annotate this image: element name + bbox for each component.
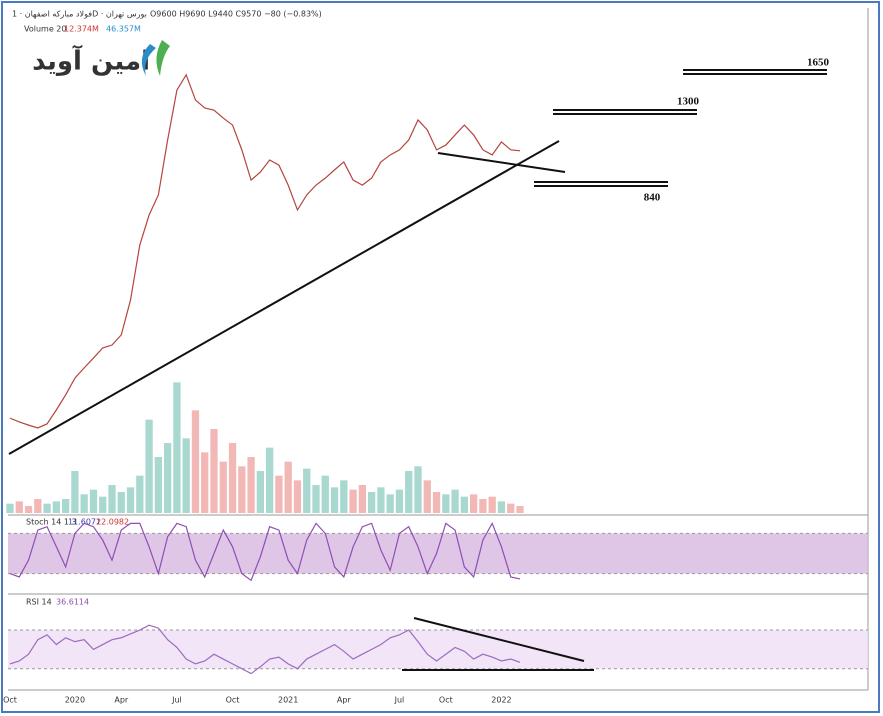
volume-bar <box>432 492 441 513</box>
volume-bar <box>340 480 348 513</box>
volume-bar <box>238 466 246 513</box>
x-tick-label: Apr <box>337 696 352 705</box>
volume-bar <box>312 485 320 513</box>
volume-average: 46.357M <box>106 25 141 34</box>
volume-bar <box>469 494 478 513</box>
volume-bar <box>423 480 431 513</box>
volume-bar <box>61 499 70 513</box>
volume-bar <box>442 494 450 513</box>
series-line <box>9 624 521 675</box>
ohlc: O9600 H9690 L9440 C9570 −80 (−0.83%) <box>150 10 322 19</box>
x-tick-label: 2022 <box>491 696 511 705</box>
volume-bar <box>117 492 125 513</box>
volume-bar <box>163 443 172 513</box>
volume-bar <box>303 468 311 513</box>
x-tick-label: Oct <box>439 696 453 705</box>
volume-bar <box>451 489 459 513</box>
volume-bar <box>284 461 292 513</box>
volume-bar <box>386 494 394 513</box>
band <box>8 630 868 669</box>
volume-bar <box>126 487 135 513</box>
x-tick-label: Oct <box>3 696 17 705</box>
volume-bar <box>145 419 153 513</box>
volume-title: Volume 20 <box>24 25 66 34</box>
level-label: 1300 <box>677 96 700 108</box>
volume-bar <box>377 487 385 513</box>
volume-value: 12.374M <box>64 25 99 34</box>
x-tick-label: Jul <box>171 696 182 705</box>
rsi-title: RSI 14 <box>26 598 52 607</box>
volume-bar <box>256 471 265 513</box>
x-tick-label: 2021 <box>278 696 298 705</box>
volume-bar <box>24 506 33 513</box>
volume-bar <box>395 489 404 513</box>
volume-bar <box>405 471 413 513</box>
stoch-title: Stoch 14 1 3 <box>26 518 77 527</box>
volume-bar <box>15 501 23 513</box>
volume-bar <box>516 506 524 513</box>
volume-bar <box>265 447 274 513</box>
volume-bar <box>108 485 116 513</box>
volume-bar <box>154 457 163 513</box>
volume-bar <box>80 494 88 513</box>
level-label: 1650 <box>807 57 830 69</box>
volume-bar <box>43 503 51 513</box>
x-tick-label: Oct <box>226 696 240 705</box>
volume-bar <box>275 475 283 513</box>
band <box>8 533 868 574</box>
volume-bar <box>293 480 302 513</box>
volume-bar <box>414 466 422 513</box>
x-tick-label: Apr <box>114 696 129 705</box>
x-tick-label: 2020 <box>65 696 85 705</box>
logo-icon <box>156 40 170 76</box>
volume-bar <box>99 496 107 513</box>
volume-bar <box>349 489 357 513</box>
stoch-d: 22.0982 <box>96 518 129 527</box>
volume-bar <box>321 475 329 513</box>
volume-bar <box>191 410 200 513</box>
trendline <box>437 152 566 173</box>
volume-bar <box>34 499 42 513</box>
volume-bar <box>479 499 487 513</box>
volume-bar <box>219 461 227 513</box>
volume-bar <box>507 503 515 513</box>
rsi-value: 36.6114 <box>56 598 89 607</box>
level-label: 840 <box>644 192 661 204</box>
volume-bar <box>247 457 255 513</box>
volume-bar <box>6 503 14 513</box>
series-line <box>9 521 521 582</box>
volume-bar <box>210 429 218 513</box>
volume-bar <box>330 487 339 513</box>
series-line <box>9 73 521 429</box>
volume-bar <box>497 501 506 513</box>
x-tick-label: Jul <box>394 696 405 705</box>
logo: امین آوید <box>32 45 150 77</box>
volume-bar <box>136 475 144 513</box>
volume-bar <box>228 443 237 513</box>
volume-bar <box>358 485 367 513</box>
volume-bar <box>182 438 190 513</box>
trendline <box>8 140 560 455</box>
stoch-k: 11.6071 <box>68 518 101 527</box>
volume-bar <box>367 492 376 513</box>
volume-bar <box>52 501 61 513</box>
trendline <box>413 617 585 662</box>
volume-bar <box>460 496 469 513</box>
volume-bar <box>71 471 79 513</box>
volume-bar <box>201 452 209 513</box>
volume-bar <box>89 489 98 513</box>
volume-bar <box>173 382 181 513</box>
volume-bar <box>488 496 496 513</box>
logo-icon <box>141 44 156 76</box>
chart-title: فولاد مبارکه اصفهان · 1D · بورس تهران <box>12 10 147 19</box>
